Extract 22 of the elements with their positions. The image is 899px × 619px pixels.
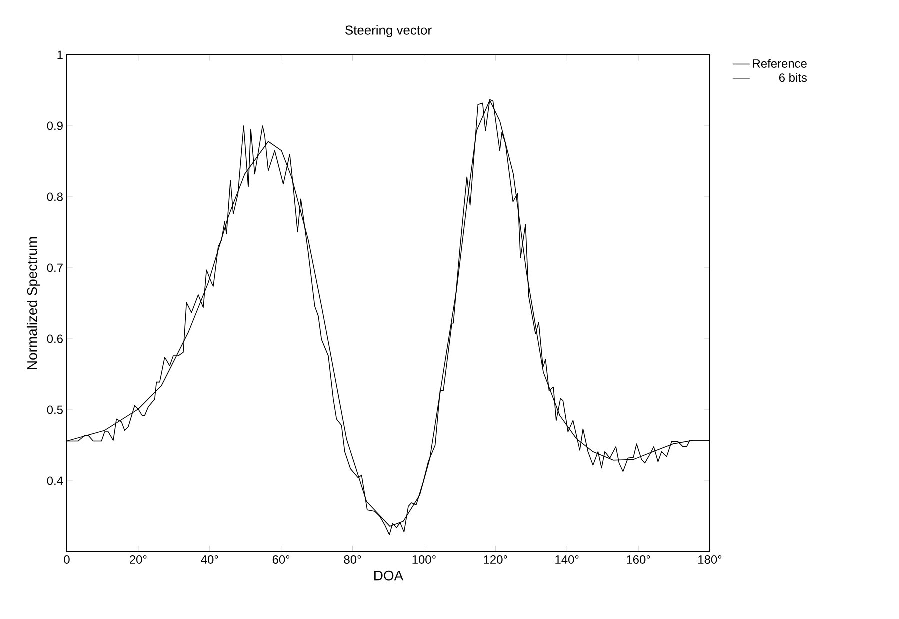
x-tick-label: 20° [130,556,147,564]
y-tick-label: 0.8 [47,192,63,202]
y-tick-label: 0.4 [47,476,64,486]
x-tick-label: 120° [484,556,508,564]
y-tick-label: 1 [58,50,63,60]
chart-title: Steering vector [346,25,432,38]
y-tick-label: 0.5 [47,406,63,414]
x-tick-label: 0 [64,556,70,564]
x-tick-label: 40° [201,556,218,564]
x-tick-label: 60° [272,556,290,564]
legend-label: Reference [753,59,807,68]
x-tick-label: 140° [556,556,579,564]
y-tick-label: 0.9 [47,122,63,130]
x-axis-title: DOA [374,570,404,581]
x-tick-label: 180° [698,556,722,564]
y-axis-title: Normalized Spectrum [27,237,40,370]
x-tick-label: 100° [412,556,436,564]
text: 6 bits [779,73,807,82]
x-tick-label: 80° [344,556,362,564]
y-tick-label: 0.6 [47,334,63,344]
x-tick-label: 160° [627,556,650,564]
y-tick-label: 0.7 [47,264,63,272]
